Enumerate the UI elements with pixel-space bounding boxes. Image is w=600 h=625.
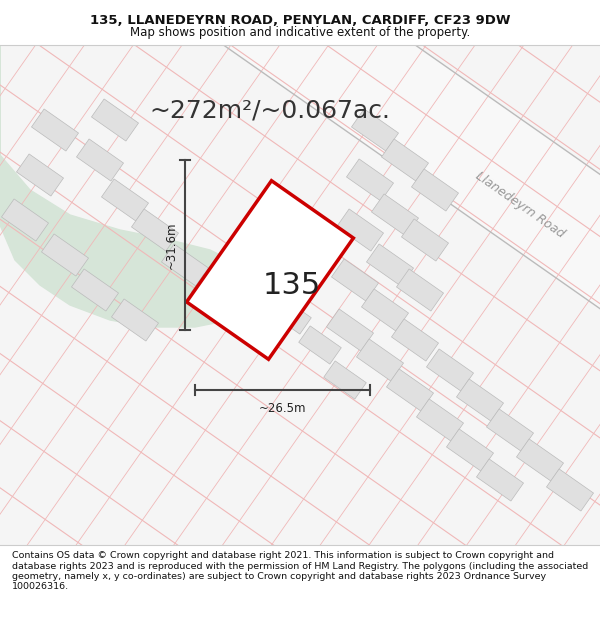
Polygon shape (299, 326, 341, 364)
Polygon shape (386, 369, 434, 411)
Polygon shape (371, 194, 419, 236)
Polygon shape (382, 139, 428, 181)
Polygon shape (269, 296, 311, 334)
Polygon shape (1, 199, 49, 241)
Polygon shape (446, 429, 494, 471)
Polygon shape (76, 139, 124, 181)
Polygon shape (131, 209, 179, 251)
Polygon shape (476, 459, 524, 501)
Polygon shape (91, 99, 139, 141)
Polygon shape (367, 244, 413, 286)
Polygon shape (547, 469, 593, 511)
Polygon shape (346, 159, 394, 201)
Polygon shape (187, 181, 353, 359)
Polygon shape (64, 0, 600, 507)
Polygon shape (427, 349, 473, 391)
Polygon shape (416, 399, 464, 441)
Polygon shape (0, 45, 255, 327)
Polygon shape (191, 274, 239, 316)
Polygon shape (326, 309, 374, 351)
Polygon shape (324, 361, 366, 399)
Polygon shape (337, 209, 383, 251)
Text: Llanedeyrn Road: Llanedeyrn Road (473, 169, 567, 241)
Polygon shape (401, 219, 449, 261)
Text: Contains OS data © Crown copyright and database right 2021. This information is : Contains OS data © Crown copyright and d… (12, 551, 588, 591)
Polygon shape (352, 109, 398, 151)
Text: ~26.5m: ~26.5m (259, 401, 306, 414)
Polygon shape (397, 269, 443, 311)
Text: ~31.6m: ~31.6m (164, 221, 178, 269)
Polygon shape (457, 379, 503, 421)
Polygon shape (331, 259, 379, 301)
Text: 135: 135 (263, 271, 321, 299)
Text: ~272m²/~0.067ac.: ~272m²/~0.067ac. (149, 98, 391, 122)
Polygon shape (356, 339, 404, 381)
Polygon shape (112, 299, 158, 341)
Polygon shape (41, 234, 89, 276)
Polygon shape (239, 266, 281, 304)
Polygon shape (517, 439, 563, 481)
Text: 135, LLANEDEYRN ROAD, PENYLAN, CARDIFF, CF23 9DW: 135, LLANEDEYRN ROAD, PENYLAN, CARDIFF, … (90, 14, 510, 27)
Polygon shape (16, 154, 64, 196)
Polygon shape (161, 244, 209, 286)
Polygon shape (391, 319, 439, 361)
Polygon shape (31, 109, 79, 151)
Polygon shape (487, 409, 533, 451)
Polygon shape (71, 269, 119, 311)
Polygon shape (412, 169, 458, 211)
Polygon shape (361, 289, 409, 331)
Polygon shape (101, 179, 149, 221)
Text: Map shows position and indicative extent of the property.: Map shows position and indicative extent… (130, 26, 470, 39)
